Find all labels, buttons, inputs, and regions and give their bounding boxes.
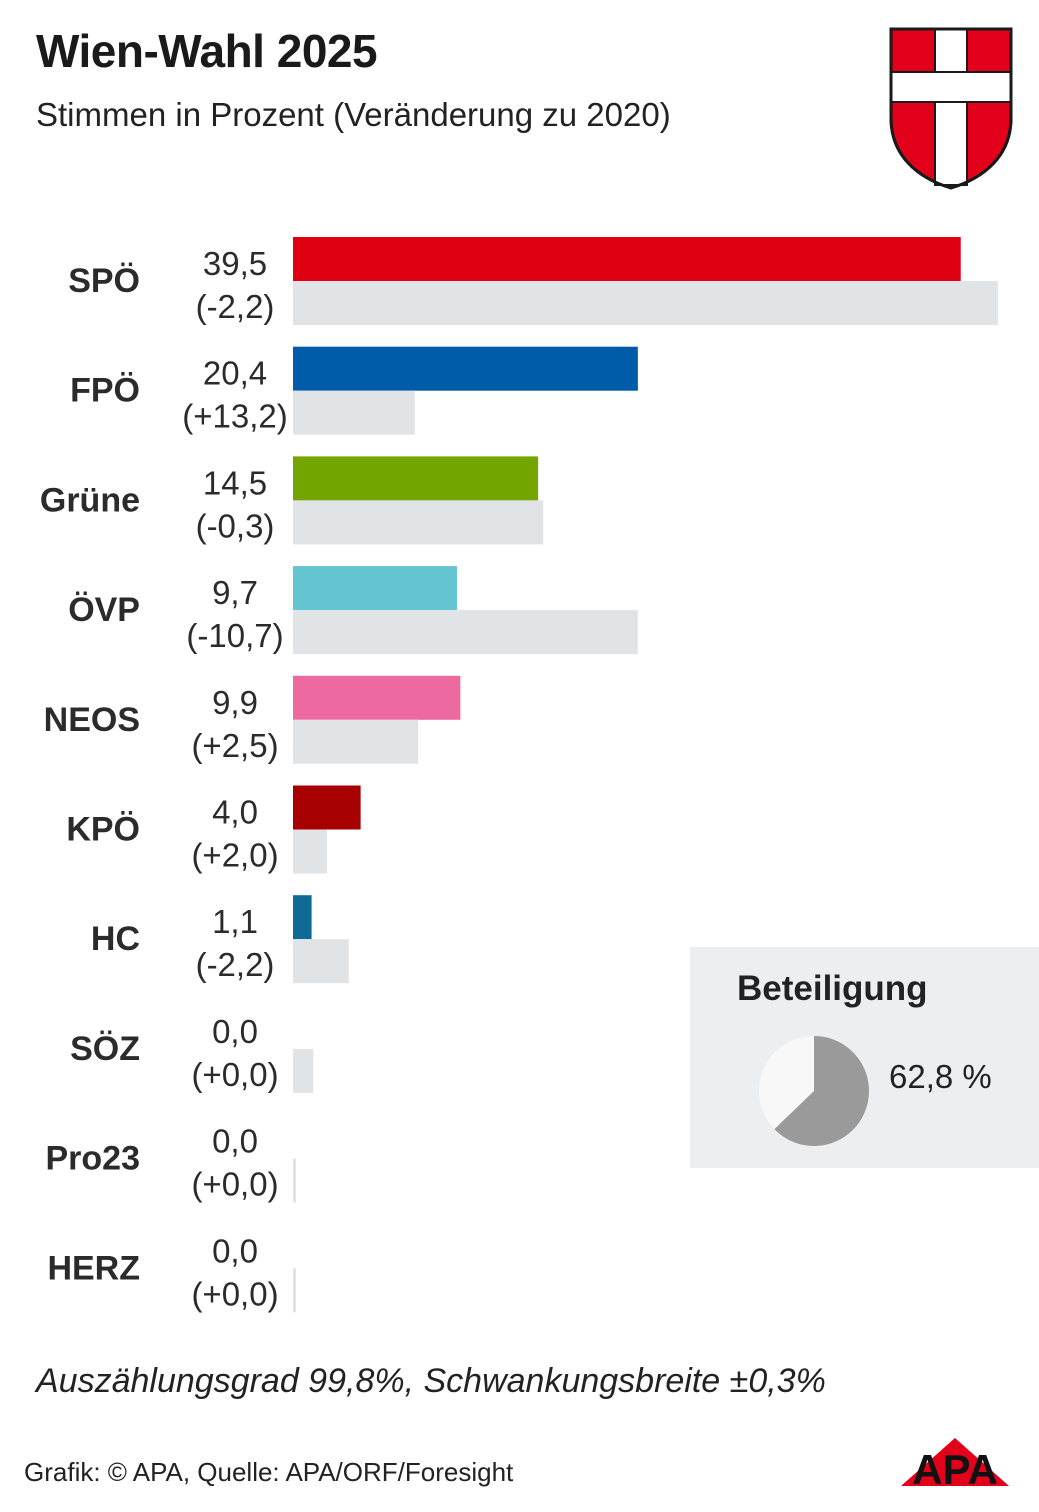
turnout-pie xyxy=(759,1036,869,1146)
value-label-hc: 1,1 xyxy=(212,903,258,940)
change-label-pro23: (+0,0) xyxy=(191,1166,278,1203)
turnout-panel: Beteiligung 62,8 % xyxy=(690,947,1039,1168)
bar-2020-fp xyxy=(293,390,415,435)
vienna-crest-icon xyxy=(889,27,1013,190)
value-label-herz: 0,0 xyxy=(212,1232,258,1269)
value-label-pro23: 0,0 xyxy=(212,1123,258,1160)
value-label-kp: 4,0 xyxy=(212,794,258,831)
value-label-sp: 39,5 xyxy=(203,245,267,282)
turnout-pie-slice xyxy=(774,1036,869,1146)
chart-title: Wien-Wahl 2025 xyxy=(36,25,378,77)
value-label-vp: 9,7 xyxy=(212,574,258,611)
bar-2025-hc xyxy=(293,895,312,940)
party-label-sp: SPÖ xyxy=(68,262,140,300)
value-label-sz: 0,0 xyxy=(212,1013,258,1050)
party-label-sz: SÖZ xyxy=(70,1030,140,1068)
bar-2020-kp xyxy=(293,829,327,874)
bar-2025-vp xyxy=(293,566,457,611)
party-label-herz: HERZ xyxy=(47,1249,140,1287)
source-credit: Grafik: © APA, Quelle: APA/ORF/Foresight xyxy=(24,1457,514,1487)
change-label-kp: (+2,0) xyxy=(191,837,278,874)
change-label-sz: (+0,0) xyxy=(191,1056,278,1093)
bar-chart: SPÖ 39,5 (-2,2) FPÖ 20,4 (+13,2) Grüne 14,5 (-0,… xyxy=(40,237,998,1313)
apa-logo-text: APA xyxy=(912,1446,998,1490)
chart-subtitle: Stimmen in Prozent (Veränderung zu 2020) xyxy=(36,96,671,133)
change-label-hc: (-2,2) xyxy=(196,946,275,983)
party-label-hc: HC xyxy=(91,920,140,958)
change-label-herz: (+0,0) xyxy=(191,1275,278,1312)
change-label-fp: (+13,2) xyxy=(182,398,287,435)
bar-2020-sp xyxy=(293,281,998,325)
value-label-grne: 14,5 xyxy=(203,464,267,501)
bar-2025-kp xyxy=(293,785,361,830)
party-label-kp: KPÖ xyxy=(66,811,140,849)
change-label-sp: (-2,2) xyxy=(196,288,275,325)
change-label-vp: (-10,7) xyxy=(186,617,283,654)
bar-2020-vp xyxy=(293,610,638,655)
bar-2020-neos xyxy=(293,719,419,764)
turnout-title: Beteiligung xyxy=(737,969,928,1008)
party-label-fp: FPÖ xyxy=(70,372,140,410)
bar-2020-hc xyxy=(293,939,349,984)
change-label-neos: (+2,5) xyxy=(191,727,278,764)
bar-2020-grne xyxy=(293,500,544,545)
bar-2020-herz xyxy=(293,1268,296,1313)
turnout-value: 62,8 % xyxy=(889,1058,992,1095)
bar-2025-grne xyxy=(293,456,539,501)
bar-2025-neos xyxy=(293,675,461,720)
bar-2025-fp xyxy=(293,346,638,391)
apa-logo: APA xyxy=(901,1438,1009,1490)
party-label-pro23: Pro23 xyxy=(46,1140,141,1178)
bar-2020-sz xyxy=(293,1048,314,1093)
party-label-vp: ÖVP xyxy=(68,591,140,629)
party-label-grne: Grüne xyxy=(40,481,140,519)
value-label-fp: 20,4 xyxy=(203,355,267,392)
change-label-grne: (-0,3) xyxy=(196,507,275,544)
party-label-neos: NEOS xyxy=(44,701,140,739)
footnote: Auszählungsgrad 99,8%, Schwankungsbreite… xyxy=(36,1362,826,1400)
bar-2020-pro23 xyxy=(293,1158,296,1203)
value-label-neos: 9,9 xyxy=(212,684,258,721)
bar-2025-sp xyxy=(293,237,961,281)
